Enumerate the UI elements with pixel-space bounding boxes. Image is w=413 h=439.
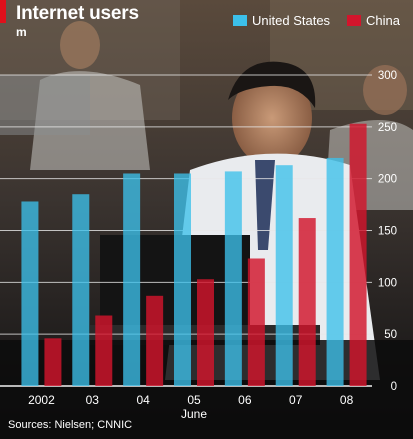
x-tick-sublabel-05: June <box>181 407 207 421</box>
bar-china-03 <box>95 315 113 386</box>
y-tick-label-0: 0 <box>391 381 397 393</box>
bar-china-08 <box>349 123 367 387</box>
bar-united-states-04 <box>123 173 141 386</box>
legend-item-united-states: United States <box>233 13 330 28</box>
x-tick-label-04: 04 <box>136 393 150 407</box>
bars <box>21 123 367 387</box>
source-note: Sources: Nielsen; CNNIC <box>8 419 133 431</box>
y-tick-label-100: 100 <box>378 277 397 289</box>
legend-swatch-united-states <box>233 15 247 26</box>
bar-united-states-07 <box>275 165 293 386</box>
y-tick-label-50: 50 <box>384 329 397 341</box>
title-accent-bar <box>0 0 6 23</box>
y-axis-tick-labels: 0 50 100 150 200 250 300 <box>378 70 397 393</box>
legend-swatch-china <box>347 15 361 26</box>
bar-china-2002 <box>44 338 62 386</box>
x-tick-label-08: 08 <box>340 393 354 407</box>
bar-united-states-03 <box>72 194 90 386</box>
bar-united-states-08 <box>326 157 344 386</box>
unit-label: m <box>16 25 27 39</box>
bar-united-states-05 <box>174 173 191 386</box>
legend-label-china: China <box>366 13 400 28</box>
chart-title: Internet users <box>16 3 139 24</box>
bar-china-07 <box>298 218 316 386</box>
y-tick-label-150: 150 <box>378 226 397 238</box>
bar-united-states-2002 <box>21 201 39 386</box>
legend-label-united-states: United States <box>252 13 331 28</box>
x-tick-label-05: 05 <box>187 393 201 407</box>
y-tick-label-200: 200 <box>378 174 397 186</box>
legend-item-china: China <box>347 13 400 28</box>
x-tick-label-2002: 2002 <box>28 393 55 407</box>
bar-united-states-06 <box>224 171 242 386</box>
x-tick-label-03: 03 <box>86 393 100 407</box>
bar-china-06 <box>247 258 265 386</box>
bar-china-04 <box>146 295 164 386</box>
x-tick-label-07: 07 <box>289 393 303 407</box>
bar-china-05 <box>197 279 214 386</box>
x-tick-label-06: 06 <box>238 393 252 407</box>
y-tick-label-300: 300 <box>378 70 397 82</box>
y-tick-label-250: 250 <box>378 122 397 134</box>
